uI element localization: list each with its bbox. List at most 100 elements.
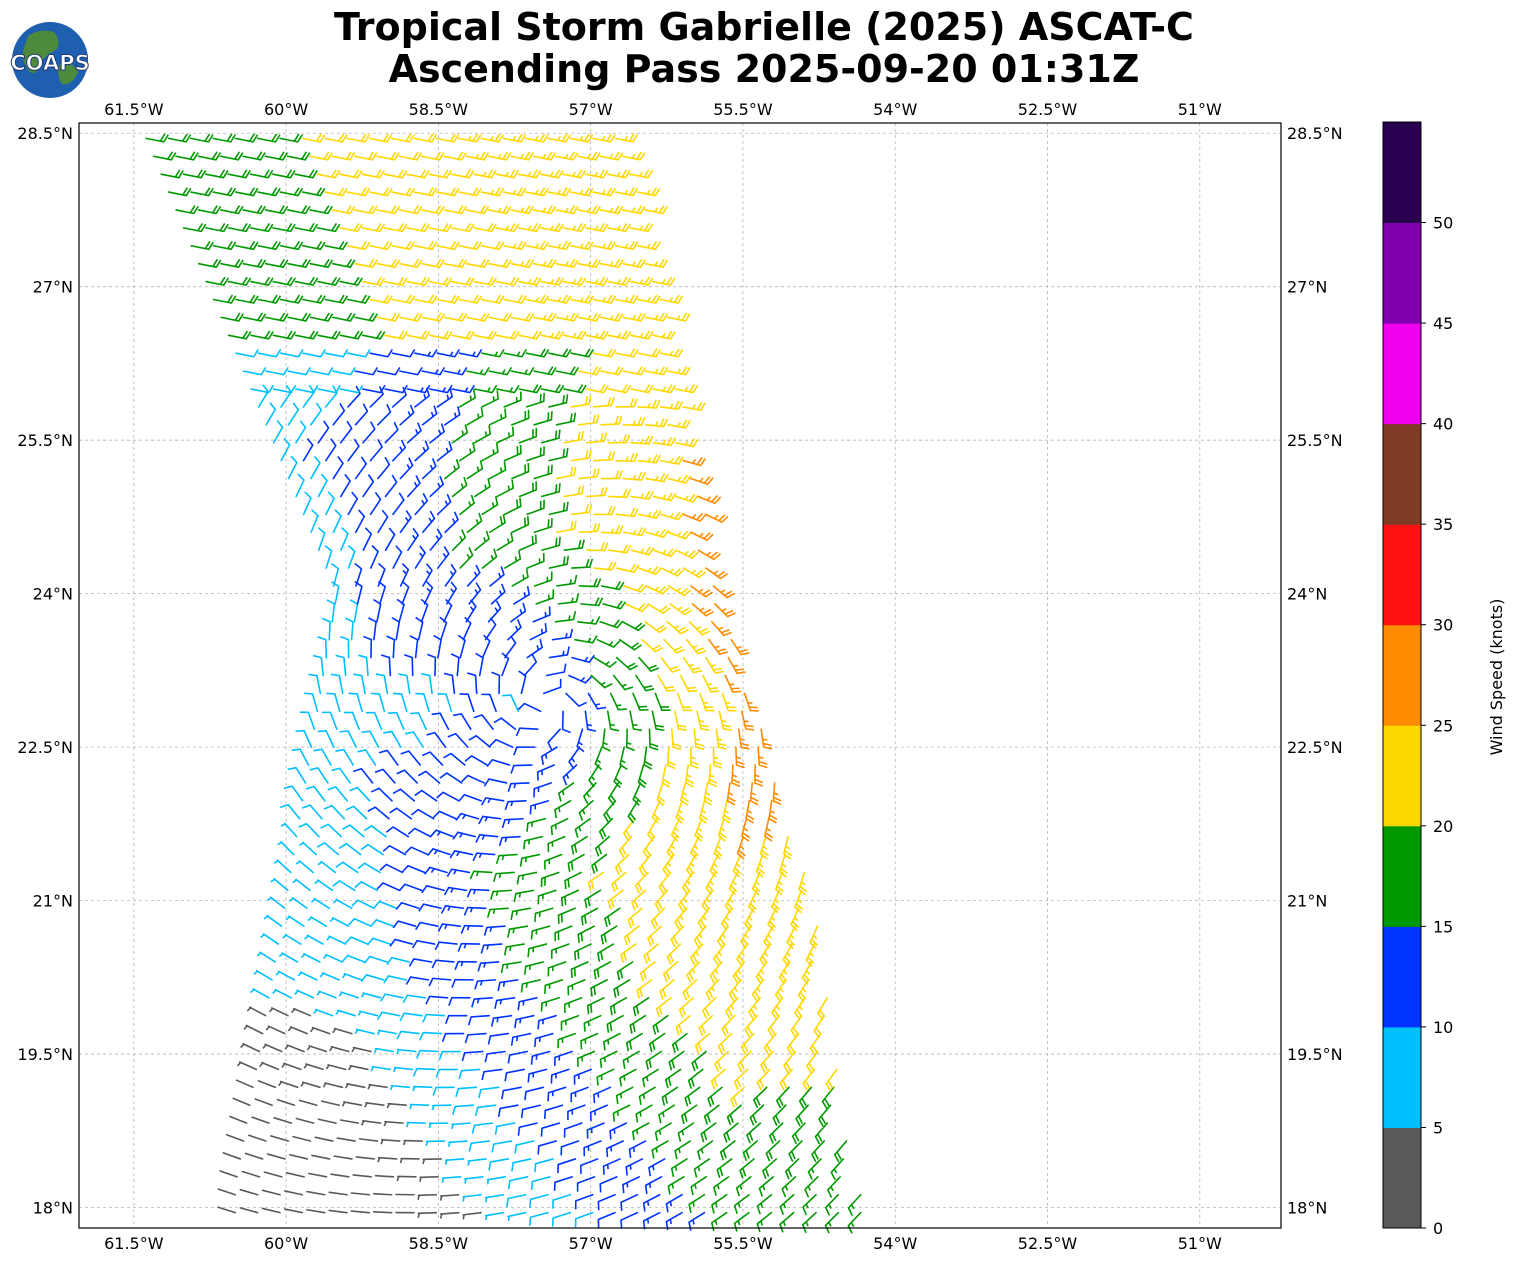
barb-feather: [510, 276, 516, 285]
wind-barb: [588, 764, 600, 788]
wind-barb: [553, 1050, 573, 1066]
wind-barb: [444, 563, 457, 587]
wind-barb: [592, 240, 616, 251]
barb-feather: [616, 171, 621, 177]
barb-shaft: [495, 996, 516, 1002]
barb-feather: [308, 384, 315, 393]
wind-barb: [574, 817, 591, 838]
barb-feather: [331, 767, 340, 772]
barb-feather: [684, 609, 693, 616]
wind-barb: [689, 943, 704, 966]
barb-shaft: [274, 988, 293, 999]
wind-barb: [467, 672, 478, 695]
wind-barb: [571, 654, 595, 664]
wind-barb: [219, 1170, 238, 1178]
wind-barb: [309, 205, 333, 215]
barb-feather: [733, 664, 738, 668]
barb-feather: [768, 1150, 773, 1160]
barb-feather: [633, 899, 639, 909]
barb-feather: [260, 366, 267, 376]
barb-feather: [607, 1039, 610, 1045]
barb-shaft: [279, 352, 300, 358]
wind-barb: [357, 862, 381, 874]
wind-barb: [743, 692, 759, 712]
barb-shaft: [331, 804, 346, 820]
barb-shaft: [606, 1140, 624, 1150]
barb-feather: [303, 692, 313, 695]
wind-barb: [338, 169, 363, 179]
barb-feather: [270, 878, 276, 883]
barb-feather: [421, 751, 431, 757]
wind-barb: [362, 421, 376, 444]
barb-feather: [743, 1043, 749, 1053]
barb-feather: [790, 1150, 796, 1160]
barb-feather: [797, 899, 803, 904]
barb-shaft: [369, 393, 384, 408]
wind-barb: [804, 1176, 819, 1198]
barb-feather: [417, 1195, 421, 1201]
wind-barb: [593, 961, 612, 980]
barb-feather: [623, 832, 630, 841]
barb-feather: [431, 458, 437, 467]
wind-barb: [537, 889, 557, 905]
wind-barb: [475, 834, 499, 843]
barb-feather: [464, 755, 473, 762]
barb-feather: [636, 990, 641, 999]
barb-feather: [282, 313, 289, 322]
wind-barb: [294, 169, 318, 179]
wind-barb: [190, 240, 214, 251]
barb-feather: [801, 977, 809, 985]
barb-feather: [718, 746, 728, 750]
barb-shaft: [444, 518, 459, 534]
barb-feather: [504, 408, 507, 418]
barb-feather: [795, 1118, 801, 1127]
barb-shaft: [507, 1211, 527, 1218]
barb-feather: [505, 205, 512, 214]
wind-barb: [547, 835, 566, 853]
wind-barb: [309, 1026, 331, 1035]
barb-shaft: [313, 897, 331, 910]
wind-barb: [471, 1122, 494, 1134]
wind-barb: [674, 907, 688, 930]
wind-barb: [429, 528, 443, 551]
wind-barb: [654, 889, 669, 912]
wind-barb: [647, 925, 663, 947]
wind-barb: [446, 868, 471, 877]
wind-barb: [795, 1104, 810, 1127]
barb-feather: [690, 1186, 694, 1196]
barb-shaft: [242, 370, 263, 376]
wind-barb: [570, 395, 592, 408]
barb-feather: [799, 885, 808, 893]
barb-feather: [535, 189, 539, 195]
wind-barb: [312, 654, 325, 677]
barb-feather: [524, 857, 527, 863]
barb-feather: [678, 1009, 684, 1018]
wind-barb: [693, 925, 707, 948]
barb-feather: [461, 1052, 466, 1062]
barb-shaft: [491, 758, 511, 766]
barb-shaft: [308, 1172, 328, 1178]
wind-barb: [606, 710, 620, 732]
barb-feather: [662, 205, 668, 214]
barb-feather: [796, 1009, 803, 1018]
barb-shaft: [535, 597, 554, 605]
barb-feather: [609, 1006, 613, 1016]
barb-feather: [731, 990, 737, 999]
wind-barb: [548, 447, 569, 462]
barb-shaft: [254, 1098, 273, 1107]
barb-feather: [615, 866, 620, 876]
wind-barb: [332, 1027, 353, 1035]
wind-barb: [696, 710, 710, 731]
wind-barb: [377, 562, 386, 587]
barb-feather: [267, 277, 274, 286]
barb-feather: [724, 609, 734, 615]
wind-barb: [409, 1103, 430, 1110]
barb-feather: [587, 207, 591, 213]
barb-feather: [654, 586, 660, 591]
barb-feather: [721, 1028, 727, 1037]
barb-shaft: [632, 1122, 650, 1133]
barb-feather: [424, 384, 431, 393]
barb-feather: [293, 187, 300, 196]
barb-feather: [514, 1144, 518, 1154]
barb-feather: [587, 897, 591, 907]
